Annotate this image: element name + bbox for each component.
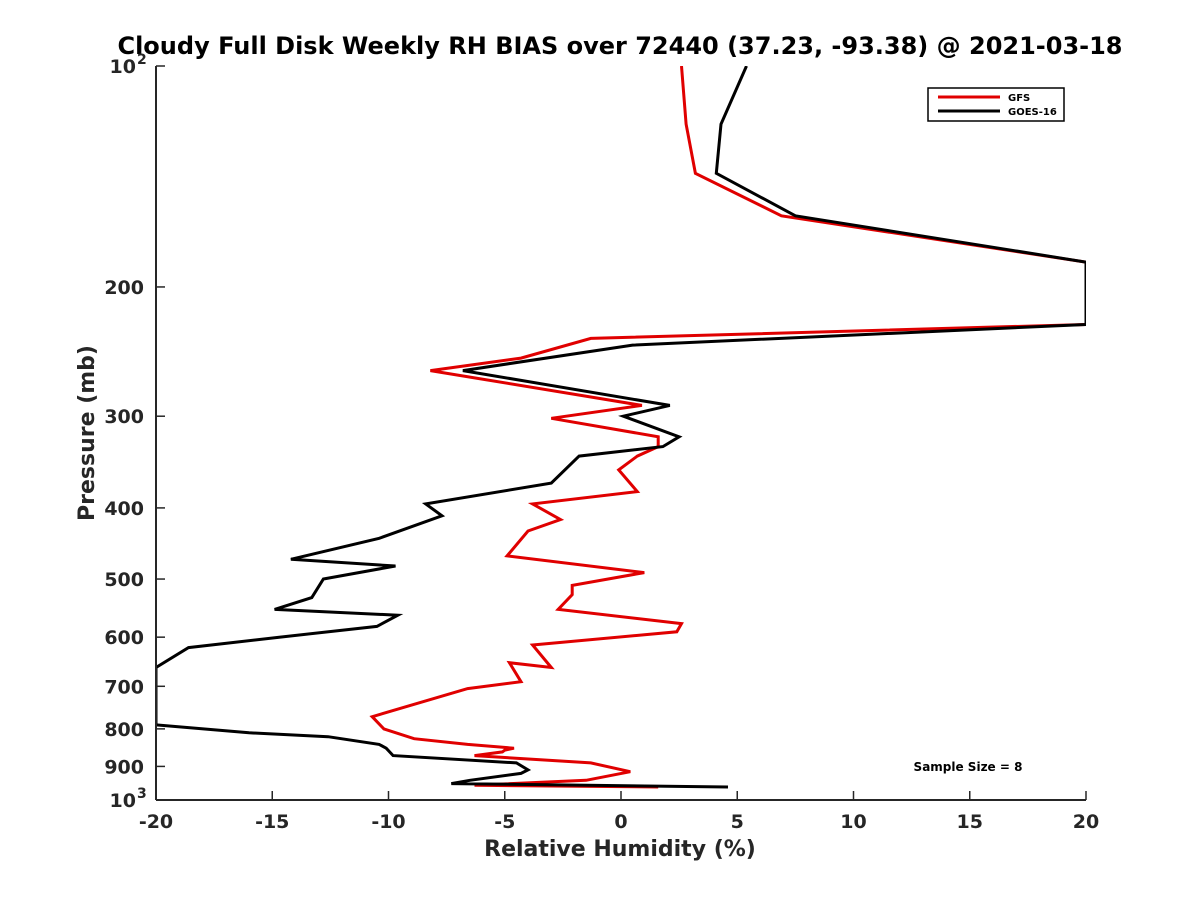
x-tick-label: 20 bbox=[1073, 811, 1099, 833]
series-line-goes-16 bbox=[156, 66, 1086, 789]
y-tick-label: 600 bbox=[104, 627, 144, 649]
sample-size-annotation: Sample Size = 8 bbox=[914, 760, 1023, 774]
legend-box bbox=[927, 87, 1065, 122]
y-tick-label: 10 bbox=[110, 56, 136, 78]
x-tick-label: 10 bbox=[840, 811, 866, 833]
series-line-gfs bbox=[369, 66, 1086, 789]
x-tick-label: 5 bbox=[731, 811, 744, 833]
y-tick-label: 500 bbox=[104, 569, 144, 591]
x-tick-label: -20 bbox=[139, 811, 173, 833]
y-tick-label: 700 bbox=[104, 676, 144, 698]
x-axis-label: Relative Humidity (%) bbox=[484, 837, 756, 862]
x-tick-label: 0 bbox=[614, 811, 627, 833]
series-layer bbox=[156, 66, 1086, 789]
x-tick-label: -5 bbox=[494, 811, 515, 833]
y-tick-label: 900 bbox=[104, 756, 144, 778]
chart-title: Cloudy Full Disk Weekly RH BIAS over 724… bbox=[117, 32, 1122, 60]
y-tick-label: 400 bbox=[104, 498, 144, 520]
y-tick-label: 10 bbox=[110, 790, 136, 812]
y-tick-exponent: 3 bbox=[137, 786, 147, 802]
y-tick-label: 200 bbox=[104, 277, 144, 299]
y-tick-exponent: 2 bbox=[137, 52, 147, 68]
legend-label: GFS bbox=[1008, 93, 1030, 104]
x-tick-label: 15 bbox=[957, 811, 983, 833]
legend: GFS GOES-16 bbox=[927, 87, 1065, 122]
y-axis-label: Pressure (mb) bbox=[75, 345, 100, 521]
y-tick-label: 300 bbox=[104, 406, 144, 428]
legend-label: GOES-16 bbox=[1008, 107, 1057, 118]
y-tick-label: 800 bbox=[104, 719, 144, 741]
x-tick-label: -10 bbox=[371, 811, 405, 833]
x-tick-label: -15 bbox=[255, 811, 289, 833]
